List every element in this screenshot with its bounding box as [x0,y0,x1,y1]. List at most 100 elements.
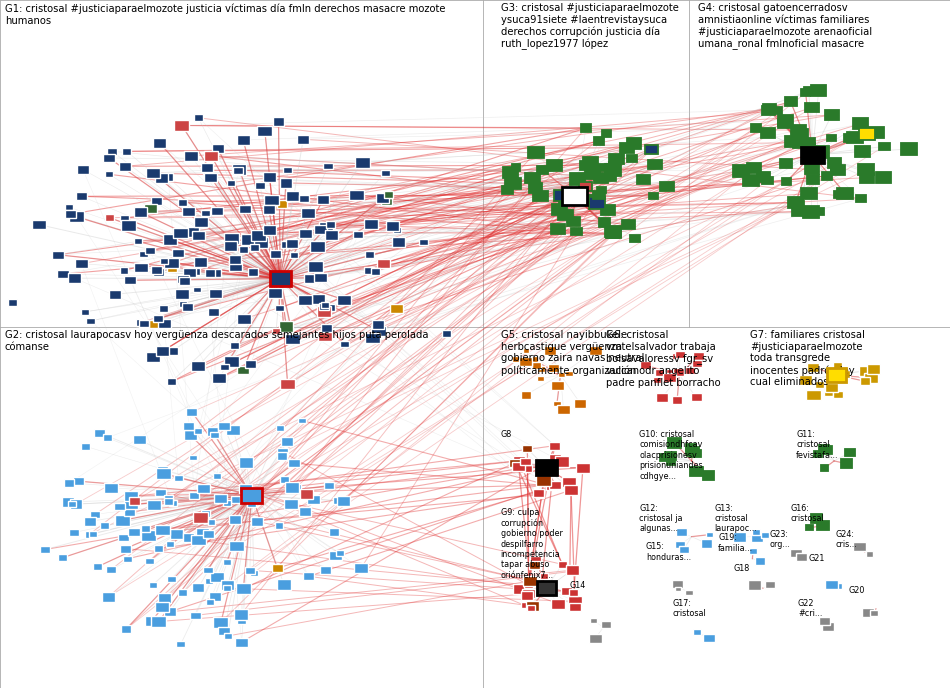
FancyBboxPatch shape [627,138,641,149]
FancyBboxPatch shape [793,140,803,148]
FancyBboxPatch shape [785,136,801,147]
FancyBboxPatch shape [513,584,526,594]
FancyBboxPatch shape [693,629,701,635]
FancyBboxPatch shape [551,224,565,235]
FancyBboxPatch shape [648,160,661,169]
FancyBboxPatch shape [810,515,822,523]
FancyBboxPatch shape [802,188,817,200]
FancyBboxPatch shape [139,320,149,327]
FancyBboxPatch shape [224,356,238,367]
FancyBboxPatch shape [533,489,543,497]
FancyBboxPatch shape [221,580,235,590]
FancyBboxPatch shape [364,219,378,228]
FancyBboxPatch shape [546,482,558,490]
FancyBboxPatch shape [276,579,292,590]
FancyBboxPatch shape [157,466,168,474]
FancyBboxPatch shape [167,378,177,385]
FancyBboxPatch shape [519,356,532,365]
Text: G23:
org...: G23: org... [770,530,790,549]
FancyBboxPatch shape [158,593,171,603]
FancyBboxPatch shape [153,268,164,277]
FancyBboxPatch shape [183,533,195,541]
FancyBboxPatch shape [555,456,569,466]
FancyBboxPatch shape [297,135,309,144]
FancyBboxPatch shape [522,603,529,608]
FancyBboxPatch shape [761,128,775,138]
FancyBboxPatch shape [382,198,391,205]
FancyBboxPatch shape [673,368,684,376]
FancyBboxPatch shape [665,452,676,460]
FancyBboxPatch shape [778,120,790,129]
FancyBboxPatch shape [174,475,183,482]
FancyBboxPatch shape [574,399,586,407]
FancyBboxPatch shape [277,453,287,460]
FancyBboxPatch shape [627,155,636,162]
FancyBboxPatch shape [605,226,621,237]
FancyBboxPatch shape [146,352,161,362]
FancyBboxPatch shape [813,147,828,158]
FancyBboxPatch shape [52,250,64,259]
FancyBboxPatch shape [687,447,699,456]
FancyBboxPatch shape [275,305,284,312]
FancyBboxPatch shape [104,154,115,162]
FancyBboxPatch shape [521,391,530,398]
FancyBboxPatch shape [620,142,635,153]
FancyBboxPatch shape [133,436,146,444]
FancyBboxPatch shape [852,118,867,129]
FancyBboxPatch shape [558,561,567,568]
FancyBboxPatch shape [142,530,156,541]
FancyBboxPatch shape [289,484,301,493]
FancyBboxPatch shape [685,590,693,595]
Text: G16:
cristosal: G16: cristosal [790,504,825,523]
FancyBboxPatch shape [817,521,829,530]
FancyBboxPatch shape [180,277,190,285]
FancyBboxPatch shape [124,491,138,501]
FancyBboxPatch shape [304,274,316,283]
FancyBboxPatch shape [75,259,87,268]
FancyBboxPatch shape [129,497,140,505]
FancyBboxPatch shape [509,459,522,467]
FancyBboxPatch shape [706,532,713,537]
FancyBboxPatch shape [879,142,889,151]
FancyBboxPatch shape [831,165,845,175]
FancyBboxPatch shape [298,294,313,305]
FancyBboxPatch shape [312,294,325,304]
Text: G15:
honduras...: G15: honduras... [646,542,692,561]
FancyBboxPatch shape [223,633,232,639]
FancyBboxPatch shape [239,205,251,213]
FancyBboxPatch shape [505,178,521,189]
FancyBboxPatch shape [792,129,808,140]
FancyBboxPatch shape [778,115,793,126]
FancyBboxPatch shape [583,157,598,168]
FancyBboxPatch shape [580,161,592,170]
FancyBboxPatch shape [864,373,878,383]
FancyBboxPatch shape [606,228,619,238]
FancyBboxPatch shape [675,351,685,358]
FancyBboxPatch shape [251,517,263,526]
FancyBboxPatch shape [289,459,300,467]
FancyBboxPatch shape [194,114,203,121]
FancyBboxPatch shape [568,596,582,606]
FancyBboxPatch shape [173,228,188,239]
FancyBboxPatch shape [204,151,218,161]
FancyBboxPatch shape [834,583,842,589]
FancyBboxPatch shape [163,608,176,616]
FancyBboxPatch shape [277,200,287,208]
FancyBboxPatch shape [155,173,168,183]
FancyBboxPatch shape [757,172,770,182]
Text: G1: cristosal #justiciaparaelmozote justicia víctimas día fmln derechos masacre : G1: cristosal #justiciaparaelmozote just… [5,3,446,25]
FancyBboxPatch shape [214,617,228,628]
FancyBboxPatch shape [255,182,265,189]
FancyBboxPatch shape [600,621,611,628]
FancyBboxPatch shape [503,186,513,194]
FancyBboxPatch shape [172,248,183,257]
FancyBboxPatch shape [163,498,173,505]
FancyBboxPatch shape [57,270,68,278]
FancyBboxPatch shape [607,228,621,239]
FancyBboxPatch shape [234,609,248,620]
FancyBboxPatch shape [622,220,636,229]
FancyBboxPatch shape [823,622,834,631]
FancyBboxPatch shape [335,550,344,557]
FancyBboxPatch shape [186,227,199,237]
FancyBboxPatch shape [314,225,327,234]
